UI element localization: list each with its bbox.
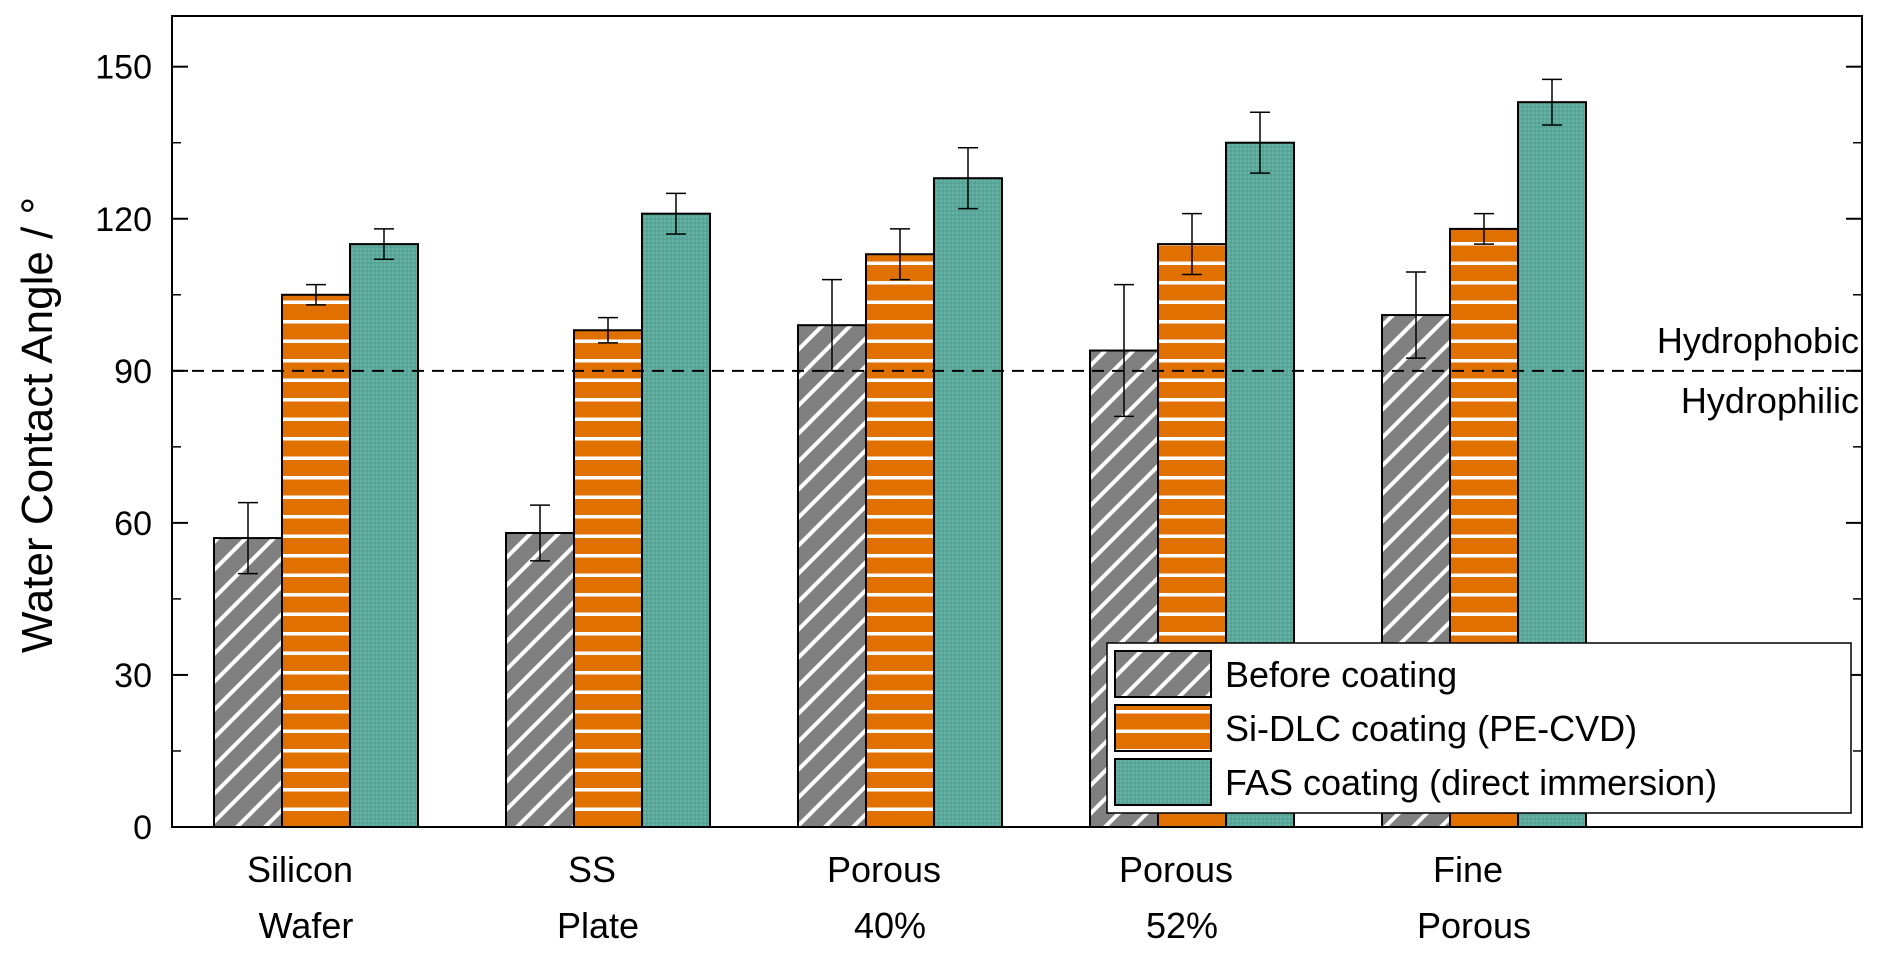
y-tick-label: 0 [133,809,152,847]
bar-2 [574,330,642,827]
bar-1 [214,538,282,827]
y-axis-title-group: Water Contact Angle / ° [13,197,62,653]
bar-3 [934,178,1002,827]
legend-label: Before coating [1225,654,1457,695]
legend-swatch [1115,651,1211,697]
bar-1 [506,533,574,827]
category-label-line1: Silicon [247,849,353,890]
bar-2 [282,295,350,827]
category-label-line2: Porous [1417,905,1531,946]
category-label-line1: Porous [1119,849,1233,890]
y-axis-title: Water Contact Angle / ° [13,197,62,653]
category-label-line2: 40% [854,905,926,946]
bar-1 [798,325,866,827]
bar-chart: Water Contact Angle / ° 0 30 60 90 120 150 Hy… [0,0,1877,955]
legend-label: Si-DLC coating (PE-CVD) [1225,708,1637,749]
category-label-line1: Fine [1433,849,1503,890]
hydrophobic-label: Hydrophobic [1657,320,1859,361]
bar-2 [866,254,934,827]
y-tick-label: 60 [114,505,152,543]
y-tick-label: 90 [114,353,152,391]
x-axis-labels: Silicon Wafer SS Plate Porous 40% Porous 52% Fin… [247,849,1531,946]
legend-swatch [1115,705,1211,751]
y-tick-label: 150 [95,49,152,87]
category-label-line2: 52% [1146,905,1218,946]
category-label-line1: SS [568,849,616,890]
legend-swatch [1115,759,1211,805]
bar-3 [642,214,710,827]
y-tick-label: 120 [95,201,152,239]
legend-label: FAS coating (direct immersion) [1225,762,1717,803]
category-label-line2: Plate [557,905,639,946]
bar-3 [350,244,418,827]
category-label-line2: Wafer [259,905,354,946]
hydrophilic-label: Hydrophilic [1681,380,1859,421]
y-tick-label: 30 [114,657,152,695]
category-label-line1: Porous [827,849,941,890]
legend: Before coating Si-DLC coating (PE-CVD) FAS… [1107,643,1851,813]
threshold-layer: Hydrophobic Hydrophilic [172,320,1862,421]
